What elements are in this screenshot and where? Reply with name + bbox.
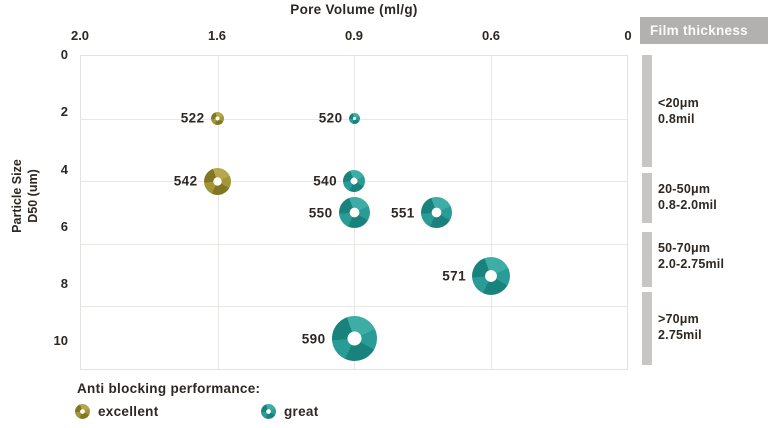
film-group-size: >70μm <box>658 312 699 326</box>
legend-item-great: great <box>261 404 319 419</box>
film-group-mil: 0.8mil <box>658 111 695 126</box>
film-thickness-bar <box>642 292 652 365</box>
data-point-bubble: 520 <box>319 111 360 126</box>
data-point-bubble: 550 <box>309 197 370 228</box>
gridline-horizontal <box>81 306 627 308</box>
x-axis-title: Pore Volume (ml/g) <box>290 2 418 17</box>
gridline-horizontal <box>81 243 627 245</box>
legend-title: Anti blocking performance: <box>77 381 261 396</box>
y-tick-label: 10 <box>53 333 68 349</box>
gridline-vertical <box>217 56 219 369</box>
data-point-label: 522 <box>180 110 205 126</box>
data-point-label: 540 <box>313 173 337 189</box>
film-thickness-group-label: <20μm 0.8mil <box>658 96 699 127</box>
legend-item-label: excellent <box>98 404 159 419</box>
legend-marker-icon <box>261 404 276 419</box>
film-thickness-header: Film thickness <box>640 17 768 44</box>
data-point-bubble: 542 <box>174 167 231 195</box>
film-thickness-bar <box>642 55 652 167</box>
film-thickness-bar <box>642 232 652 287</box>
film-group-mil: 0.8-2.0mil <box>658 197 717 212</box>
film-group-mil: 2.75mil <box>658 327 702 342</box>
film-thickness-bar <box>642 173 652 223</box>
data-point-bubble: 571 <box>442 256 510 295</box>
x-tick-label: 2.0 <box>70 28 90 43</box>
data-point-bubble: 540 <box>313 170 365 192</box>
y-tick-label: 8 <box>60 276 68 292</box>
film-group-size: <20μm <box>658 96 699 110</box>
data-point-label: 520 <box>318 110 343 126</box>
data-point-bubble: 590 <box>302 316 377 361</box>
film-thickness-group-label: 50-70μm 2.0-2.75mil <box>658 241 724 272</box>
data-point-label: 571 <box>442 268 466 283</box>
data-point-bubble: 551 <box>391 197 452 228</box>
data-point-label: 551 <box>390 205 415 220</box>
data-point-bubble: 522 <box>181 111 224 126</box>
x-tick-label: 1.6 <box>207 28 227 43</box>
gridline-vertical <box>490 56 492 369</box>
legend-item-excellent: excellent <box>75 404 158 419</box>
x-tick-label: 0.9 <box>344 28 364 43</box>
legend-marker-icon <box>75 404 90 419</box>
y-tick-label: 6 <box>60 218 68 234</box>
film-group-mil: 2.0-2.75mil <box>658 256 725 271</box>
x-tick-label: 0.6 <box>481 28 501 43</box>
film-group-size: 50-70μm <box>658 241 711 255</box>
y-axis-title-line1: Particle Size <box>9 159 24 233</box>
film-thickness-group-label: >70μm 2.75mil <box>658 312 702 343</box>
y-tick-label: 2 <box>60 104 68 120</box>
x-tick-label: 0 <box>624 28 632 43</box>
data-point-label: 550 <box>308 205 333 220</box>
y-tick-label: 4 <box>60 161 68 177</box>
legend-item-label: great <box>284 404 319 419</box>
data-point-label: 590 <box>301 331 326 346</box>
film-thickness-group-label: 20-50μm 0.8-2.0mil <box>658 182 717 213</box>
film-group-size: 20-50μm <box>658 182 711 196</box>
data-point-label: 542 <box>173 173 198 189</box>
y-tick-label: 0 <box>60 47 68 62</box>
